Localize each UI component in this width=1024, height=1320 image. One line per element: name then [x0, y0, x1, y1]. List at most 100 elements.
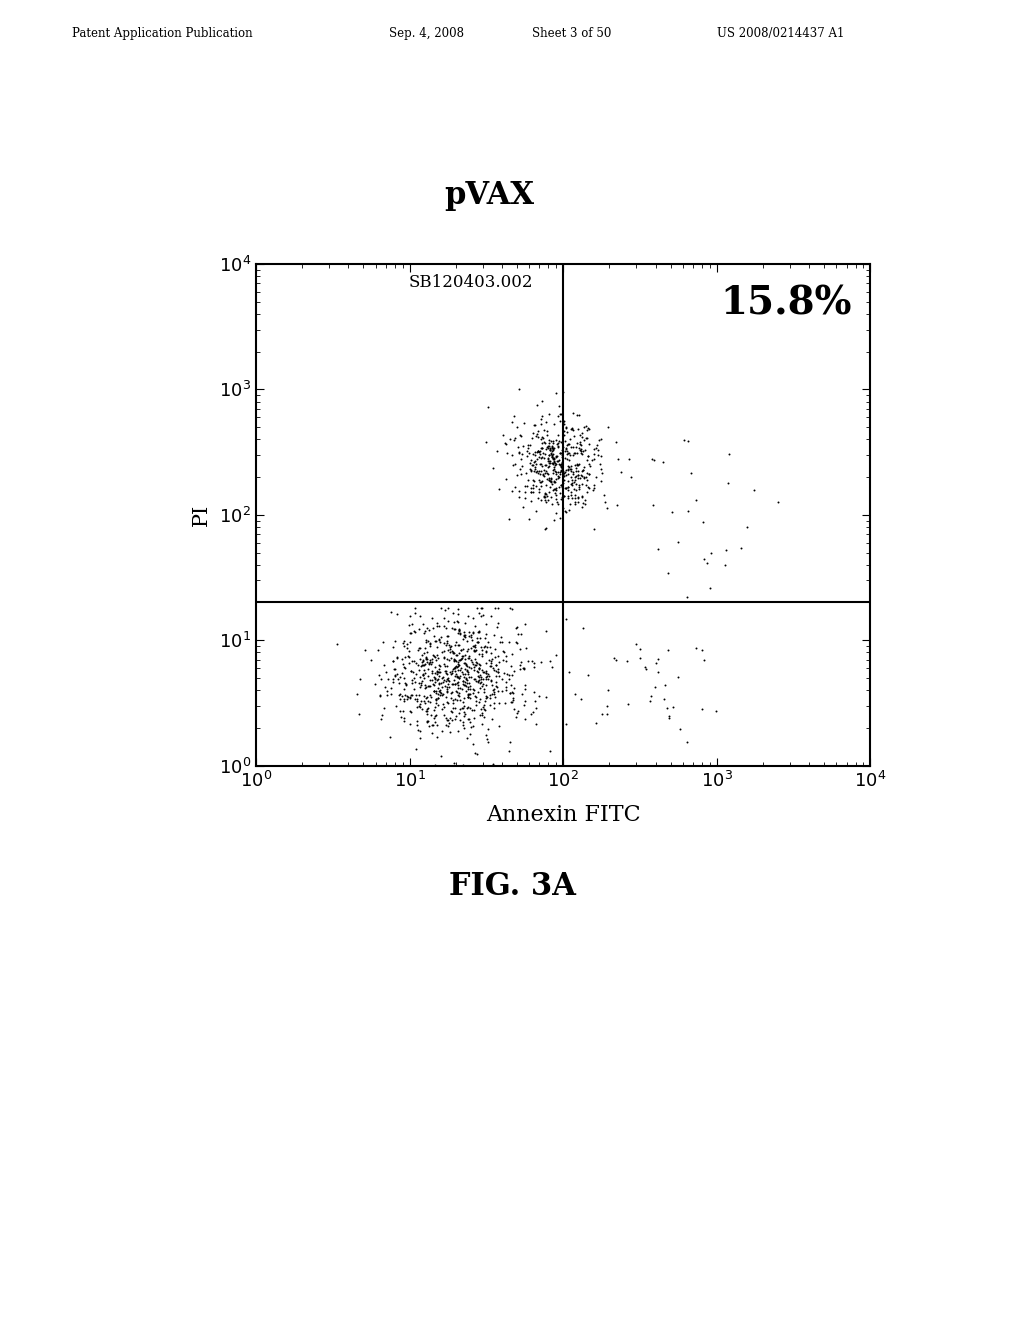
Point	[412, 694, 428, 715]
Point	[555, 473, 571, 494]
Point	[505, 454, 521, 475]
Point	[608, 495, 625, 516]
Point	[483, 675, 500, 696]
Point	[655, 451, 672, 473]
Point	[558, 477, 574, 498]
Point	[573, 426, 590, 447]
Point	[524, 444, 541, 465]
Point	[475, 669, 492, 690]
Point	[442, 647, 459, 668]
Point	[573, 422, 590, 444]
Point	[505, 689, 521, 710]
Point	[431, 681, 447, 702]
Point	[417, 653, 433, 675]
Point	[477, 432, 494, 453]
Point	[450, 721, 466, 742]
Point	[588, 437, 604, 458]
Point	[457, 624, 473, 645]
Point	[562, 445, 579, 466]
Point	[521, 434, 538, 455]
Point	[504, 681, 520, 702]
Point	[455, 711, 471, 733]
Point	[470, 665, 486, 686]
Point	[480, 731, 497, 752]
Point	[556, 411, 572, 432]
Point	[374, 704, 390, 725]
Point	[439, 710, 456, 731]
Point	[376, 655, 392, 676]
Point	[532, 438, 549, 459]
Point	[422, 635, 438, 656]
Point	[567, 461, 584, 482]
Point	[574, 459, 591, 480]
Point	[460, 638, 476, 659]
Point	[564, 403, 581, 424]
Point	[415, 664, 431, 685]
Point	[474, 644, 490, 665]
Point	[449, 665, 465, 686]
Point	[413, 672, 429, 693]
Point	[563, 487, 580, 508]
Point	[538, 455, 554, 477]
Point	[465, 733, 481, 754]
Point	[428, 689, 444, 710]
Point	[435, 648, 452, 669]
Point	[462, 678, 478, 700]
Point	[526, 656, 543, 677]
Point	[660, 708, 677, 729]
Point	[451, 668, 467, 689]
Point	[563, 418, 580, 440]
Point	[582, 455, 598, 477]
Point	[451, 623, 467, 644]
Point	[532, 454, 549, 475]
Point	[382, 677, 398, 698]
Point	[391, 689, 408, 710]
Point	[466, 639, 482, 660]
Point	[435, 694, 452, 715]
Point	[437, 686, 454, 708]
Point	[569, 433, 586, 454]
Point	[526, 461, 543, 482]
Point	[485, 624, 502, 645]
Point	[622, 449, 638, 470]
Point	[463, 667, 479, 688]
Point	[550, 424, 566, 445]
Point	[454, 639, 470, 660]
Point	[437, 708, 454, 729]
Point	[572, 433, 589, 454]
Point	[540, 490, 556, 511]
Point	[451, 682, 467, 704]
Point	[609, 449, 626, 470]
Point	[513, 652, 529, 673]
Point	[431, 665, 447, 686]
Point	[466, 700, 482, 721]
Point	[540, 447, 556, 469]
Point	[509, 702, 525, 723]
Point	[607, 649, 624, 671]
Point	[455, 639, 471, 660]
Point	[548, 381, 564, 403]
Point	[484, 657, 501, 678]
Point	[528, 454, 545, 475]
Point	[427, 705, 443, 726]
Point	[676, 430, 692, 451]
Point	[436, 669, 453, 690]
Point	[428, 689, 444, 710]
Text: Patent Application Publication: Patent Application Publication	[72, 26, 252, 40]
Point	[364, 649, 380, 671]
Point	[548, 461, 564, 482]
Point	[506, 677, 522, 698]
Point	[545, 447, 561, 469]
Point	[407, 671, 423, 692]
Point	[708, 701, 724, 722]
Point	[431, 628, 447, 649]
Point	[464, 651, 480, 672]
Point	[465, 607, 481, 628]
Point	[430, 648, 446, 669]
Point	[514, 444, 530, 465]
Point	[560, 487, 577, 508]
Point	[422, 649, 438, 671]
Point	[421, 619, 437, 640]
Point	[427, 656, 443, 677]
Point	[599, 704, 615, 725]
